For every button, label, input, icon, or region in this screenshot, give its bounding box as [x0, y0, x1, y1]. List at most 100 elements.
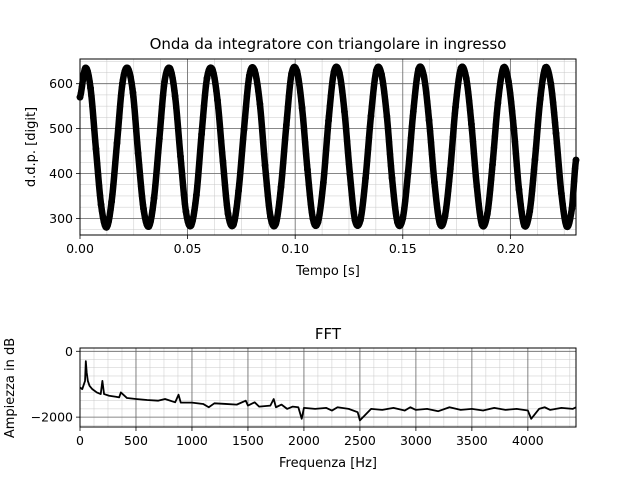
waveform-data-point — [410, 103, 418, 110]
waveform-data-point — [326, 102, 334, 110]
waveform-data-point — [295, 75, 302, 82]
waveform-data-point — [93, 160, 101, 167]
waveform-data-point — [487, 176, 495, 184]
waveform-data-point — [275, 206, 282, 213]
waveform-sample-point — [473, 182, 481, 190]
waveform-data-point — [455, 76, 462, 83]
waveform-data-point — [258, 114, 265, 122]
waveform-data-point — [359, 204, 366, 212]
x-tick-label: 0.10 — [281, 241, 309, 256]
y-tick-label: 0 — [65, 344, 73, 359]
waveform-data-point — [504, 71, 511, 79]
waveform-data-point — [263, 182, 271, 190]
waveform-sample-point — [372, 67, 380, 75]
waveform-data-point — [338, 80, 345, 88]
waveform-sample-point — [208, 65, 216, 73]
waveform-data-point — [532, 145, 540, 152]
waveform-sample-point — [304, 166, 311, 173]
waveform-data-point — [255, 88, 262, 95]
waveform-data-point — [191, 207, 198, 214]
waveform-sample-point — [251, 66, 258, 74]
waveform-sample-point — [87, 84, 94, 92]
waveform-sample-point — [171, 92, 179, 100]
waveform-data-point — [94, 171, 102, 178]
waveform-data-point — [370, 84, 377, 91]
waveform-sample-point — [383, 112, 391, 120]
waveform-data-point — [451, 110, 459, 117]
waveform-sample-point — [298, 104, 306, 112]
waveform-sample-point — [552, 129, 560, 137]
waveform-data-point — [445, 178, 453, 185]
waveform-sample-point — [420, 72, 428, 80]
waveform-data-point — [533, 133, 541, 141]
waveform-sample-point — [272, 220, 280, 228]
waveform-sample-point — [362, 174, 369, 182]
waveform-sample-point — [92, 145, 100, 153]
waveform-data-point — [131, 103, 138, 111]
waveform-sample-point — [341, 108, 348, 115]
waveform-sample-point — [118, 80, 126, 88]
waveform-sample-point — [568, 205, 576, 212]
waveform-data-point — [236, 180, 243, 188]
waveform-data-point — [528, 187, 536, 194]
waveform-sample-point — [245, 72, 253, 80]
waveform-data-point — [154, 160, 161, 167]
waveform-data-point — [111, 170, 118, 178]
waveform-sample-point — [393, 218, 401, 226]
waveform-data-point — [128, 79, 135, 86]
waveform-data-point — [539, 76, 546, 84]
y-tick-label: 300 — [49, 211, 73, 226]
waveform-data-point — [465, 89, 472, 96]
waveform-sample-point — [103, 223, 110, 231]
waveform-sample-point — [156, 135, 163, 142]
waveform-sample-point — [187, 222, 195, 229]
waveform-sample-point — [431, 178, 438, 186]
waveform-sample-point — [193, 191, 200, 199]
waveform-data-point — [429, 162, 437, 170]
waveform-data-point — [134, 139, 141, 147]
waveform-data-point — [536, 100, 543, 107]
x-tick-label: 0.05 — [174, 241, 202, 256]
waveform-data-point — [471, 161, 479, 169]
waveform-sample-point — [478, 221, 486, 229]
waveform-sample-point — [224, 210, 232, 218]
waveform-sample-point — [97, 201, 105, 209]
waveform-data-point — [406, 146, 414, 153]
x-tick-label: 0.00 — [66, 241, 94, 256]
waveform-data-point — [300, 116, 307, 123]
y-tick-label: 400 — [49, 166, 73, 181]
waveform-sample-point — [462, 74, 470, 82]
waveform-data-point — [152, 182, 159, 189]
waveform-data-point — [327, 92, 335, 100]
waveform-sample-point — [563, 223, 571, 230]
x-tick-label: 4000 — [512, 433, 544, 448]
waveform-data-point — [157, 115, 165, 122]
waveform-data-point — [197, 135, 205, 143]
waveform-sample-point — [177, 153, 184, 160]
waveform-sample-point — [145, 223, 153, 230]
waveform-data-point — [363, 157, 371, 165]
waveform-data-point — [179, 181, 187, 189]
waveform-data-point — [222, 192, 230, 199]
waveform-data-point — [196, 147, 204, 155]
waveform-data-point — [382, 97, 389, 104]
waveform-data-point — [557, 184, 564, 191]
waveform-data-point — [200, 102, 208, 110]
waveform-data-point — [217, 137, 225, 145]
waveform-data-point — [253, 75, 260, 82]
waveform-data-point — [341, 115, 349, 122]
waveform-data-point — [571, 165, 579, 172]
waveform-data-point — [323, 134, 331, 142]
waveform-data-point — [337, 74, 344, 82]
waveform-data-point — [553, 140, 561, 147]
waveform-data-point — [554, 151, 562, 158]
waveform-data-point — [233, 205, 240, 213]
waveform-data-point — [516, 193, 523, 200]
waveform-data-points — [76, 63, 580, 231]
waveform-data-point — [424, 98, 431, 105]
waveform-data-point — [88, 92, 95, 100]
waveform-data-point — [238, 159, 245, 166]
waveform-data-point — [254, 81, 261, 88]
waveform-sample-point — [547, 80, 555, 88]
waveform-sample-point — [182, 207, 190, 215]
